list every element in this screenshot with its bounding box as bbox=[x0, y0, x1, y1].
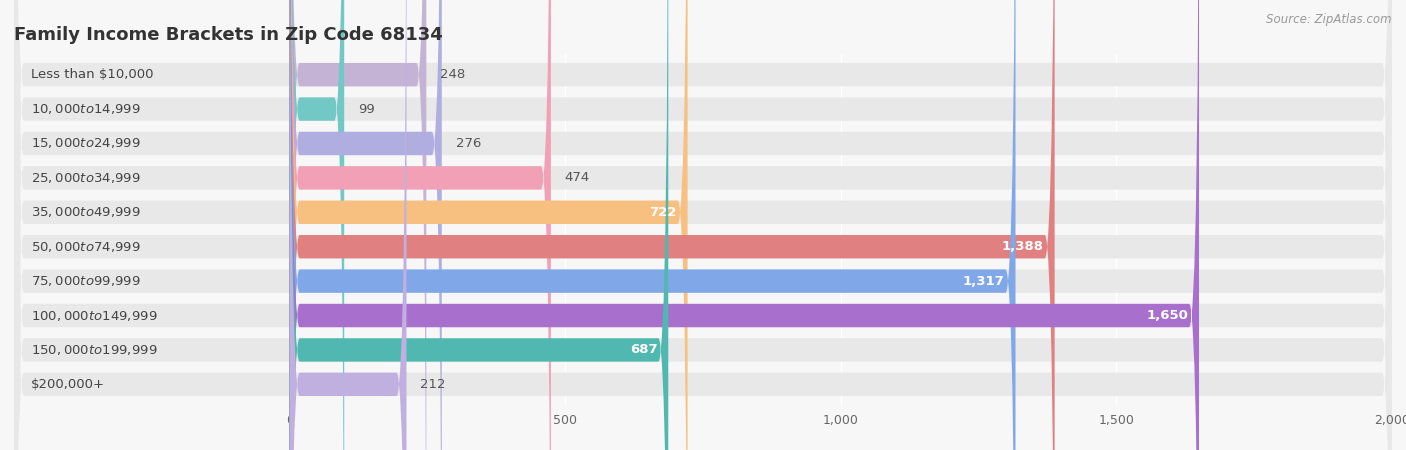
Text: 212: 212 bbox=[420, 378, 446, 391]
Text: $200,000+: $200,000+ bbox=[31, 378, 104, 391]
FancyBboxPatch shape bbox=[290, 0, 1054, 450]
Text: Family Income Brackets in Zip Code 68134: Family Income Brackets in Zip Code 68134 bbox=[14, 26, 443, 44]
FancyBboxPatch shape bbox=[290, 0, 1015, 450]
Text: 1,388: 1,388 bbox=[1001, 240, 1043, 253]
FancyBboxPatch shape bbox=[290, 0, 426, 450]
FancyBboxPatch shape bbox=[14, 0, 1392, 450]
FancyBboxPatch shape bbox=[14, 0, 1392, 450]
FancyBboxPatch shape bbox=[290, 0, 344, 450]
FancyBboxPatch shape bbox=[290, 0, 441, 450]
Text: 474: 474 bbox=[565, 171, 591, 184]
Text: $10,000 to $14,999: $10,000 to $14,999 bbox=[31, 102, 141, 116]
Text: 722: 722 bbox=[650, 206, 676, 219]
FancyBboxPatch shape bbox=[14, 0, 1392, 450]
FancyBboxPatch shape bbox=[14, 0, 1392, 450]
FancyBboxPatch shape bbox=[290, 0, 406, 450]
Text: $25,000 to $34,999: $25,000 to $34,999 bbox=[31, 171, 141, 185]
FancyBboxPatch shape bbox=[290, 0, 688, 450]
FancyBboxPatch shape bbox=[290, 0, 1199, 450]
FancyBboxPatch shape bbox=[290, 0, 551, 450]
Text: $15,000 to $24,999: $15,000 to $24,999 bbox=[31, 136, 141, 150]
Text: $100,000 to $149,999: $100,000 to $149,999 bbox=[31, 309, 157, 323]
FancyBboxPatch shape bbox=[14, 0, 1392, 450]
Text: $50,000 to $74,999: $50,000 to $74,999 bbox=[31, 240, 141, 254]
Text: $75,000 to $99,999: $75,000 to $99,999 bbox=[31, 274, 141, 288]
Text: Less than $10,000: Less than $10,000 bbox=[31, 68, 153, 81]
Text: 99: 99 bbox=[359, 103, 375, 116]
Text: 1,317: 1,317 bbox=[963, 274, 1004, 288]
FancyBboxPatch shape bbox=[14, 0, 1392, 450]
Text: 248: 248 bbox=[440, 68, 465, 81]
FancyBboxPatch shape bbox=[14, 0, 1392, 450]
Text: $35,000 to $49,999: $35,000 to $49,999 bbox=[31, 205, 141, 219]
Text: Source: ZipAtlas.com: Source: ZipAtlas.com bbox=[1267, 14, 1392, 27]
FancyBboxPatch shape bbox=[290, 0, 668, 450]
Text: $150,000 to $199,999: $150,000 to $199,999 bbox=[31, 343, 157, 357]
Text: 1,650: 1,650 bbox=[1146, 309, 1188, 322]
Text: 276: 276 bbox=[456, 137, 481, 150]
FancyBboxPatch shape bbox=[14, 0, 1392, 450]
FancyBboxPatch shape bbox=[14, 0, 1392, 450]
FancyBboxPatch shape bbox=[14, 0, 1392, 450]
Text: 687: 687 bbox=[630, 343, 657, 356]
